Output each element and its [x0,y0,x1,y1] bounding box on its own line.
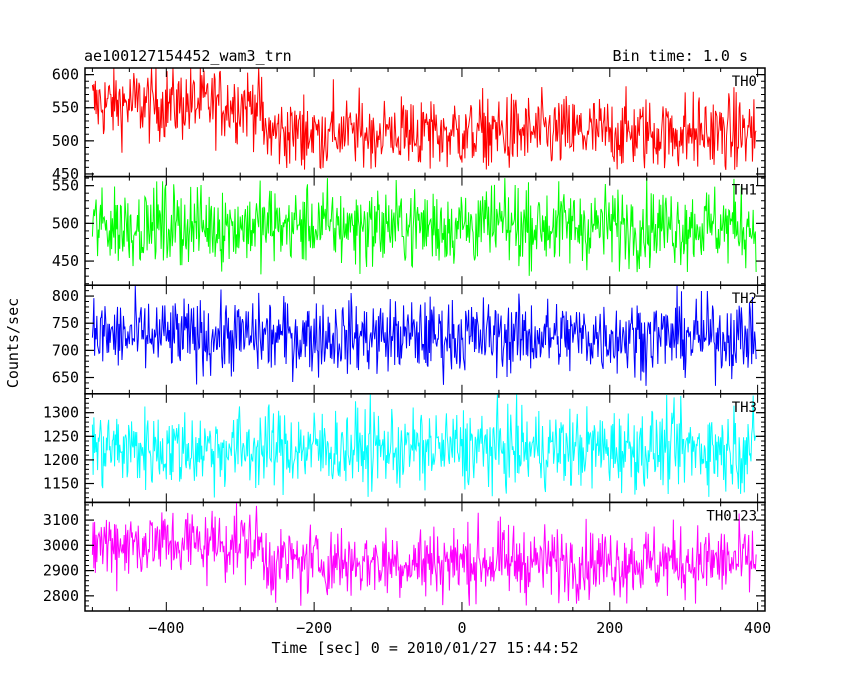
panel-th1: 450 500 550 TH1 [52,175,766,286]
x-tick-label: 0 [457,619,466,637]
series-line-th0123 [91,502,757,606]
y-tick-label: 2800 [43,587,79,605]
panels-group: 450 500 550 600 TH0 450 500 550 TH1 650 700 750 800 T… [43,66,766,612]
y-tick-label: 700 [52,341,79,359]
series-line-th1 [91,178,757,276]
y-tick-label: 1250 [43,427,79,445]
y-tick-label: 550 [52,99,79,117]
panel-label: TH2 [732,291,757,307]
panel-th0: 450 500 550 600 TH0 [52,66,766,183]
y-tick-label: 500 [52,214,79,232]
y-tick-label: 1150 [43,475,79,493]
y-tick-label: 3000 [43,536,79,554]
y-tick-label: 3100 [43,511,79,529]
x-axis: −400 −200 0 200 400 [148,619,771,637]
bin-time-label: Bin time: 1.0 s [613,47,748,65]
y-tick-label: 550 [52,177,79,195]
y-tick-label: 1300 [43,404,79,422]
panel-label: TH1 [732,183,757,199]
x-tick-label: −400 [148,619,184,637]
y-tick-label: 650 [52,369,79,387]
series-line-th0 [91,68,757,170]
panel-label: TH0123 [706,508,757,524]
x-tick-label: −200 [296,619,332,637]
y-tick-label: 2900 [43,562,79,580]
x-axis-label: Time [sec] 0 = 2010/01/27 15:44:52 [271,639,578,657]
y-axis-label: Counts/sec [4,298,22,388]
y-tick-label: 1200 [43,451,79,469]
chart-title: ae100127154452_wam3_trn [84,47,292,65]
panel-th0123: 2800 2900 3000 3100 TH0123 [43,501,766,612]
y-tick-label: 500 [52,132,79,150]
panel-label: TH3 [732,400,757,416]
y-tick-label: 450 [52,165,79,183]
panel-label: TH0 [732,74,757,90]
panel-th2: 650 700 750 800 TH2 [52,284,766,395]
y-tick-label: 750 [52,314,79,332]
series-line-th3 [91,393,757,498]
x-tick-label: 400 [744,619,771,637]
y-tick-label: 450 [52,252,79,270]
y-tick-label: 800 [52,287,79,305]
panel-th3: 1150 1200 1250 1300 TH3 [43,393,766,504]
series-line-th2 [91,285,757,386]
x-tick-label: 200 [596,619,623,637]
y-tick-label: 600 [52,66,79,84]
